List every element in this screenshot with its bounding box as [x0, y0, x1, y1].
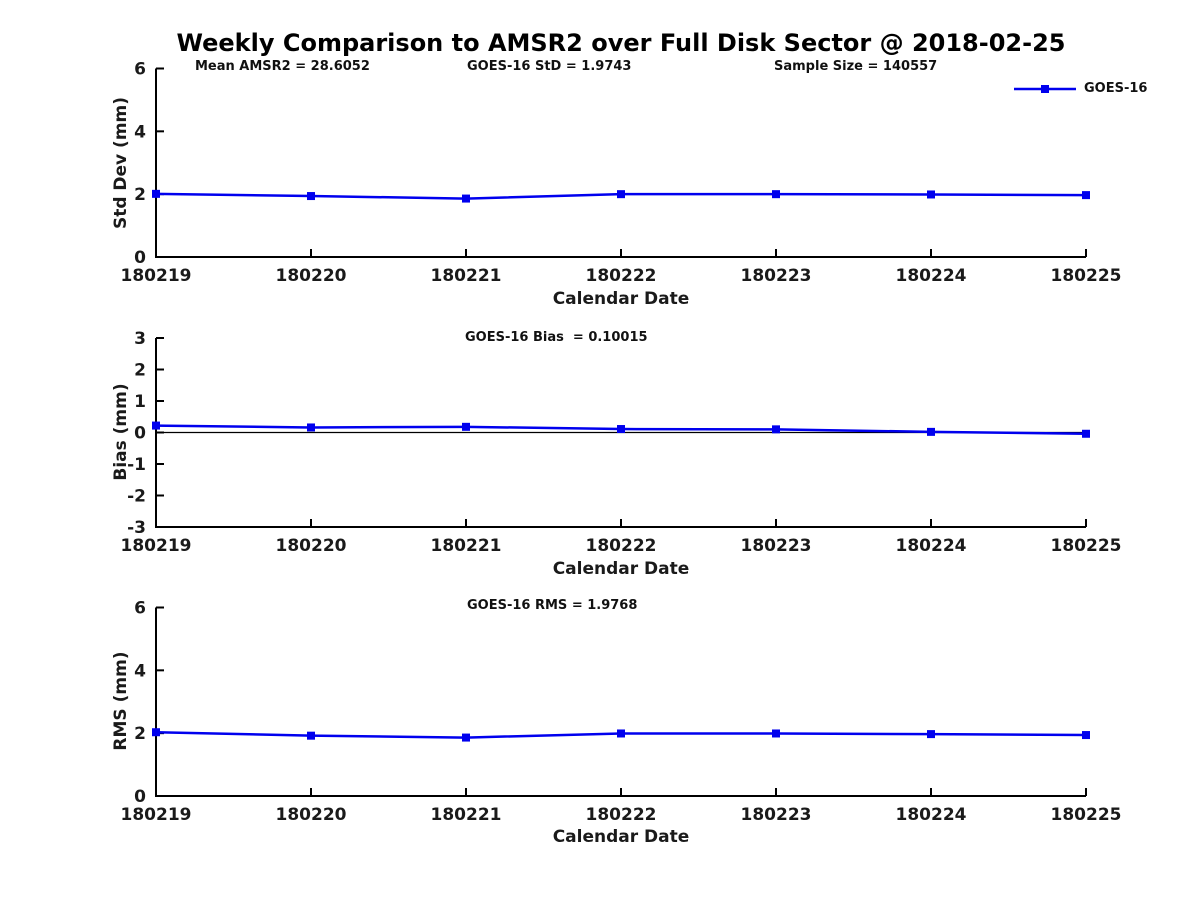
data-point-marker: [772, 190, 780, 199]
data-point-marker: [1082, 429, 1090, 438]
y-tick-label: 2: [134, 724, 146, 744]
legend: GOES-16: [1013, 81, 1147, 96]
stat-goes16-bias: GOES-16 Bias = 0.10015: [465, 330, 648, 345]
y-tick-label: -3: [127, 518, 146, 538]
data-point-marker: [927, 427, 935, 436]
y-tick-label: 0: [134, 787, 146, 807]
y-tick-label: 3: [134, 329, 146, 349]
stat-goes16-std: GOES-16 StD = 1.9743: [467, 59, 632, 74]
data-point-marker: [152, 421, 160, 430]
y-tick-label: 4: [134, 661, 146, 681]
data-point-marker: [1082, 191, 1090, 200]
x-tick-label: 180219: [121, 536, 192, 556]
stat-sample-size: Sample Size = 140557: [774, 59, 938, 74]
y-tick-label: 0: [134, 424, 146, 444]
legend-label: GOES-16: [1084, 81, 1148, 96]
x-tick-label: 180222: [586, 536, 657, 556]
x-tick-label: 180222: [586, 805, 657, 825]
x-tick-label: 180225: [1051, 266, 1122, 286]
figure-title: Weekly Comparison to AMSR2 over Full Dis…: [176, 29, 1066, 57]
y-tick-label: -1: [127, 455, 146, 475]
xlabel-calendar-date-1: Calendar Date: [552, 289, 690, 309]
y-tick-label: 6: [134, 599, 146, 619]
x-tick-label: 180220: [276, 266, 347, 286]
xlabel-calendar-date-3: Calendar Date: [552, 827, 690, 847]
y-tick-label: -2: [127, 487, 146, 507]
y-tick-label: 2: [134, 185, 146, 205]
data-point-marker: [307, 731, 315, 740]
axis-1: [155, 68, 1086, 258]
x-tick-label: 180225: [1051, 536, 1122, 556]
x-tick-label: 180220: [276, 805, 347, 825]
data-point-marker: [1082, 731, 1090, 740]
y-tick-label: 2: [134, 361, 146, 381]
data-point-marker: [772, 729, 780, 738]
y-tick-label: 1: [134, 392, 146, 412]
data-point-marker: [617, 190, 625, 199]
data-point-marker: [462, 733, 470, 742]
data-point-marker: [462, 194, 470, 203]
stat-mean-amsr2: Mean AMSR2 = 28.6052: [195, 59, 370, 74]
data-point-marker: [307, 423, 315, 432]
data-point-marker: [927, 730, 935, 739]
data-point-marker: [307, 192, 315, 201]
x-tick-label: 180219: [121, 266, 192, 286]
x-tick-label: 180223: [741, 805, 812, 825]
data-point-marker: [617, 425, 625, 434]
x-tick-label: 180223: [741, 266, 812, 286]
data-point-marker: [772, 425, 780, 434]
x-tick-label: 180221: [431, 266, 502, 286]
legend-square-marker-icon: [1041, 84, 1049, 93]
y-tick-label: 6: [134, 60, 146, 80]
x-tick-label: 180224: [896, 266, 967, 286]
x-tick-label: 180221: [431, 536, 502, 556]
xlabel-calendar-date-2: Calendar Date: [552, 559, 690, 579]
x-tick-label: 180221: [431, 805, 502, 825]
legend-line-marker-icon: [1014, 84, 1076, 93]
data-point-marker: [617, 729, 625, 738]
x-tick-label: 180219: [121, 805, 192, 825]
x-tick-label: 180222: [586, 266, 657, 286]
axis-3: [155, 607, 1086, 797]
x-tick-label: 180223: [741, 536, 812, 556]
x-tick-label: 180220: [276, 536, 347, 556]
data-point-marker: [152, 189, 160, 198]
x-tick-label: 180224: [896, 805, 967, 825]
stat-goes16-rms: GOES-16 RMS = 1.9768: [467, 598, 638, 613]
data-point-marker: [152, 728, 160, 737]
data-point-marker: [462, 422, 470, 431]
data-point-marker: [927, 190, 935, 199]
x-tick-label: 180225: [1051, 805, 1122, 825]
y-tick-label: 0: [134, 248, 146, 268]
y-tick-label: 4: [134, 122, 146, 142]
x-tick-label: 180224: [896, 536, 967, 556]
